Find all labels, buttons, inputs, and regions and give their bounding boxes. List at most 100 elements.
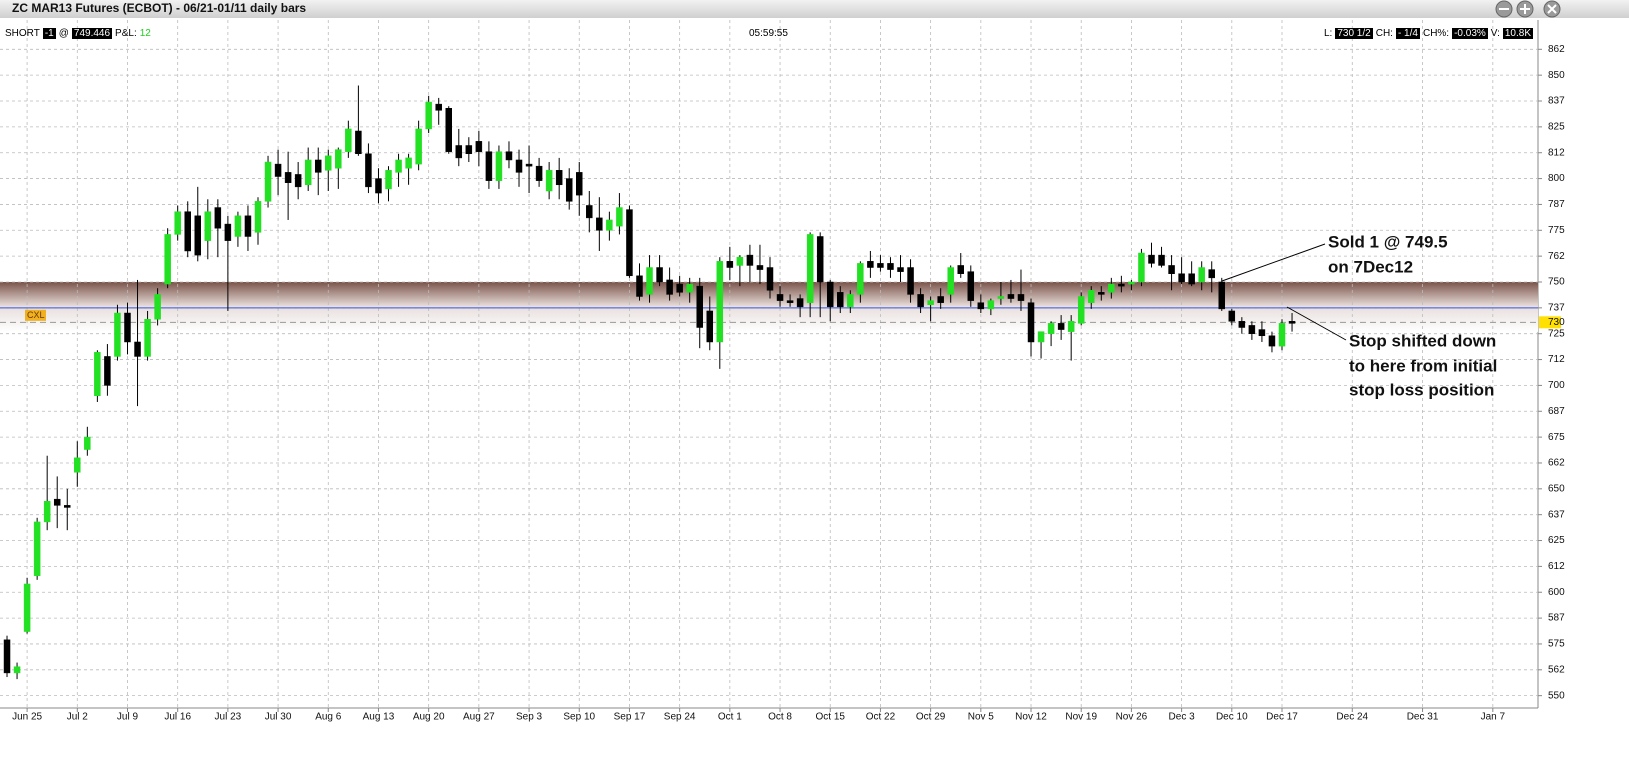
candle-body	[33, 521, 41, 576]
candle-body	[1007, 294, 1015, 299]
candle-body	[1228, 310, 1236, 322]
stop-zone-fade	[0, 307, 1538, 332]
last-price-tag-bg	[1539, 316, 1561, 329]
maximize-icon	[1520, 4, 1530, 14]
candle-body	[234, 215, 242, 237]
y-tick-label: 550	[1548, 690, 1565, 701]
change-pct-label: CH%:	[1422, 28, 1450, 39]
candle-body	[43, 500, 51, 523]
candle-body	[144, 318, 151, 357]
candle-body	[415, 128, 422, 165]
candle-body	[114, 312, 121, 357]
candle-body	[947, 267, 954, 295]
annotation: Sold 1 @ 749.5	[1328, 232, 1448, 251]
candle-body	[545, 170, 553, 192]
x-tick-label: Oct 8	[768, 712, 792, 723]
candle-body	[3, 639, 11, 674]
candle-body	[304, 159, 312, 186]
y-tick-label: 712	[1548, 354, 1565, 365]
candle-body	[1118, 283, 1125, 287]
candle-body	[1278, 323, 1286, 347]
candle-body	[586, 205, 593, 219]
y-tick-label: 637	[1548, 509, 1565, 520]
candle-body	[264, 161, 272, 202]
x-tick-label: Aug 6	[315, 712, 342, 723]
y-tick-label: 825	[1548, 122, 1565, 133]
y-tick-label: 612	[1548, 561, 1565, 572]
window-buttons[interactable]	[1495, 0, 1561, 18]
y-tick-label: 675	[1548, 432, 1565, 443]
candle-body	[646, 267, 653, 295]
x-tick-label: Dec 3	[1169, 712, 1196, 723]
avg-price: 749.446	[71, 28, 113, 39]
x-tick-label: Aug 27	[463, 712, 495, 723]
annotation: Stop shifted down	[1349, 331, 1496, 350]
x-tick-label: Dec 10	[1216, 712, 1248, 723]
candle-body	[1017, 294, 1025, 301]
x-tick-label: Jul 30	[265, 712, 292, 723]
candle-body	[355, 130, 362, 155]
candle-body	[847, 294, 854, 308]
x-tick-label: Aug 13	[363, 712, 395, 723]
candle-body	[576, 172, 583, 196]
position: SHORT	[5, 28, 40, 39]
candle-body	[676, 283, 683, 293]
y-tick-label: 650	[1548, 483, 1565, 494]
candle-body	[937, 296, 944, 303]
annotation: on 7Dec12	[1328, 257, 1413, 276]
candle-body	[425, 101, 432, 130]
candle-body	[816, 236, 824, 283]
x-tick-label: Nov 19	[1065, 712, 1097, 723]
candle-body	[1158, 254, 1165, 266]
candle-body	[987, 300, 995, 310]
candle-body	[23, 583, 31, 632]
pnl: 12	[139, 28, 151, 39]
candle-body	[385, 170, 392, 190]
y-tick-label: 762	[1548, 251, 1565, 262]
candle-body	[596, 217, 603, 231]
y-tick-label: 862	[1548, 44, 1565, 55]
candle-body	[345, 128, 352, 152]
y-tick-label: 775	[1548, 225, 1565, 236]
candle-body	[897, 267, 904, 272]
annotation: to here from initial	[1349, 356, 1497, 375]
x-tick-label: Jul 9	[117, 712, 139, 723]
candle-body	[806, 234, 814, 303]
candle-body	[927, 300, 934, 305]
candle-body	[475, 141, 483, 152]
volume-label: V:	[1490, 28, 1500, 39]
annotations: Sold 1 @ 749.5 on 7Dec12 Stop shifted do…	[1221, 232, 1497, 399]
candle-body	[204, 211, 212, 241]
annotation: stop loss position	[1349, 380, 1494, 399]
candle-body	[515, 159, 523, 173]
candle-body	[726, 261, 734, 268]
candle-body	[1108, 283, 1115, 293]
candle-body	[485, 151, 493, 181]
candle-body	[1047, 323, 1055, 334]
candle-body	[365, 153, 372, 188]
candle-body	[465, 145, 473, 155]
candle-body	[1148, 254, 1155, 264]
candle-body	[696, 285, 703, 328]
candle-body	[736, 256, 744, 266]
candle-body	[917, 294, 924, 308]
y-tick-label: 837	[1548, 96, 1565, 107]
candle-body	[435, 103, 442, 111]
x-tick-label: Oct 22	[866, 712, 896, 723]
candle-body	[124, 312, 131, 343]
x-tick-label: Nov 12	[1015, 712, 1047, 723]
stop-tag-bg	[25, 309, 46, 321]
candle-body	[1268, 335, 1276, 347]
candle-body	[74, 457, 81, 473]
y-tick-label: 575	[1548, 639, 1565, 650]
candle-body	[1037, 331, 1045, 343]
candle-body	[1098, 292, 1105, 295]
candle-body	[274, 163, 282, 177]
x-tick-label: Dec 24	[1336, 712, 1368, 723]
candle-body	[94, 352, 101, 397]
y-tick-label: 737	[1548, 302, 1565, 313]
candle-body	[1288, 321, 1296, 324]
candle-body	[746, 254, 754, 266]
